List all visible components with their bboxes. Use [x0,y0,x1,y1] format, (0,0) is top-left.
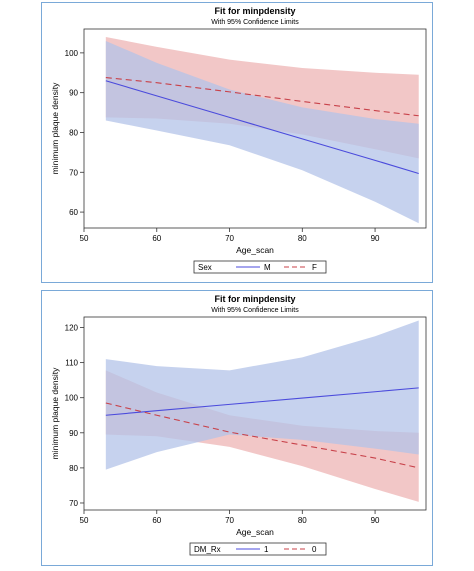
x-axis-label: Age_scan [236,245,274,255]
fit-line-0 [105,402,419,469]
x-tick-label: 50 [80,516,89,525]
x-tick-label: 90 [371,516,380,525]
fit-line-F [105,77,419,117]
y-tick-label: 70 [69,168,78,177]
y-tick-label: 110 [65,359,78,368]
fit-line-M [105,80,419,175]
x-tick-label: 60 [152,516,161,525]
confidence-band-1 [105,320,419,470]
y-tick-label: 90 [69,429,78,438]
chart-dm-rx-svg: Fit for minpdensity With 95% Confidence L… [50,294,427,556]
y-tick-label: 100 [65,49,79,58]
x-tick-label: 70 [225,234,234,243]
y-tick-label: 120 [65,324,79,333]
legend-entry-M: M [264,263,271,272]
y-axis-label: minimum plaque density [50,367,60,459]
y-tick-label: 90 [69,89,78,98]
x-axis-label: Age_scan [236,527,274,537]
x-tick-label: 50 [80,234,89,243]
y-tick-label: 80 [69,464,78,473]
legend-entry-F: F [312,263,317,272]
confidence-band-M [105,40,419,224]
y-tick-label: 100 [65,394,79,403]
chart-title: Fit for minpdensity [215,294,296,304]
legend-title: Sex [198,263,212,272]
y-tick-label: 80 [69,128,78,137]
chart-subtitle: With 95% Confidence Limits [211,307,299,314]
x-tick-label: 70 [225,516,234,525]
plot-frame [83,316,427,511]
chart-subtitle: With 95% Confidence Limits [211,19,299,26]
fit-line-1 [105,387,419,416]
y-axis-label: minimum plaque density [50,82,60,174]
y-tick-label: 70 [69,499,78,508]
legend-entry-0: 0 [312,545,317,554]
x-tick-label: 60 [152,234,161,243]
legend-title: DM_Rx [194,545,221,554]
chart-sex-svg: Fit for minpdensity With 95% Confidence L… [50,6,427,274]
x-tick-label: 80 [298,516,307,525]
plot-frame [83,28,427,229]
chart-title: Fit for minpdensity [215,6,296,16]
chart-panel-sex: Fit for minpdensity With 95% Confidence L… [41,2,433,283]
x-tick-label: 90 [371,234,380,243]
chart-panel-dm-rx: Fit for minpdensity With 95% Confidence L… [41,290,433,566]
y-tick-label: 60 [69,208,78,217]
x-tick-label: 80 [298,234,307,243]
legend-entry-1: 1 [264,545,269,554]
